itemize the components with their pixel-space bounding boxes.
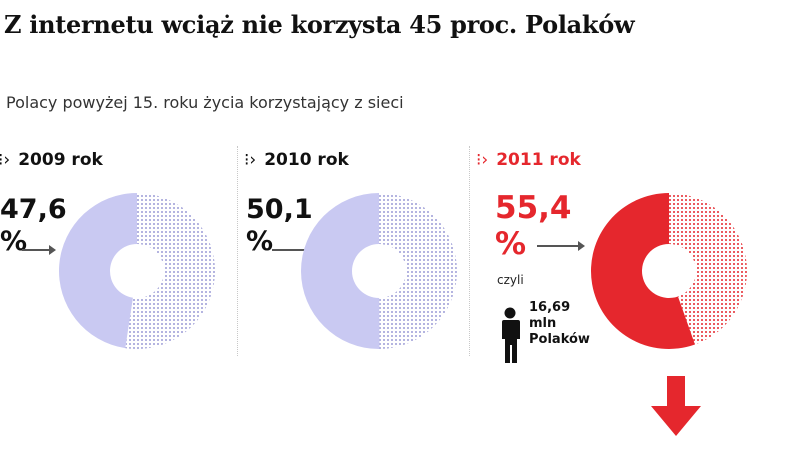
value-unit-2010: % bbox=[246, 226, 274, 257]
people-unit: mln bbox=[529, 316, 557, 331]
donut-2011 bbox=[591, 193, 747, 349]
value-number-2010: 50,1 bbox=[246, 194, 313, 225]
dotted-chevron-icon: ⁝› bbox=[0, 150, 11, 170]
year-label-2009: ⁝› 2009 rok bbox=[0, 150, 103, 170]
value-number-2009: 47,6 bbox=[0, 194, 67, 225]
separator-2011 bbox=[469, 146, 470, 356]
donut-2009 bbox=[59, 193, 215, 349]
person-icon bbox=[502, 307, 520, 363]
slice-users-2011 bbox=[591, 193, 695, 349]
leader-line-2009 bbox=[22, 245, 56, 255]
dotted-chevron-icon: ⁝› bbox=[244, 150, 257, 170]
year-text-2010: 2010 rok bbox=[264, 150, 349, 170]
year-text-2009: 2009 rok bbox=[18, 150, 103, 170]
value-number-2011: 55,4 bbox=[495, 190, 572, 226]
people-value: 16,69 bbox=[529, 300, 571, 315]
value-label-2010: 50,1 % bbox=[246, 194, 313, 258]
dotted-chevron-icon: ⁝› bbox=[476, 150, 489, 170]
value-unit-2009: % bbox=[0, 226, 28, 257]
value-label-2011: 55,4 % bbox=[495, 190, 572, 262]
slice-remaining-2009 bbox=[125, 193, 215, 349]
slice-users-2009 bbox=[59, 193, 137, 349]
czyli-text: czyli bbox=[497, 273, 524, 287]
donut-2010 bbox=[300, 193, 457, 349]
chart-title: Z internetu wciąż nie korzysta 45 proc. … bbox=[4, 10, 635, 39]
leader-line-2011 bbox=[537, 241, 585, 251]
value-unit-2011: % bbox=[495, 226, 527, 262]
arrow-down-icon bbox=[651, 376, 701, 436]
value-label-2009: 47,6 % bbox=[0, 194, 67, 258]
people-label: Polaków bbox=[529, 332, 590, 347]
year-text-2011: 2011 rok bbox=[496, 150, 581, 170]
year-label-2011: ⁝› 2011 rok bbox=[476, 150, 581, 170]
people-count: 16,69 mln Polaków bbox=[529, 300, 590, 348]
slice-remaining-2010 bbox=[379, 193, 457, 349]
separator-2010 bbox=[237, 146, 238, 356]
slice-users-2010 bbox=[300, 193, 380, 349]
year-label-2010: ⁝› 2010 rok bbox=[244, 150, 349, 170]
chart-subtitle: Polacy powyżej 15. roku życia korzystają… bbox=[6, 93, 404, 112]
slice-remaining-2011 bbox=[669, 193, 747, 345]
